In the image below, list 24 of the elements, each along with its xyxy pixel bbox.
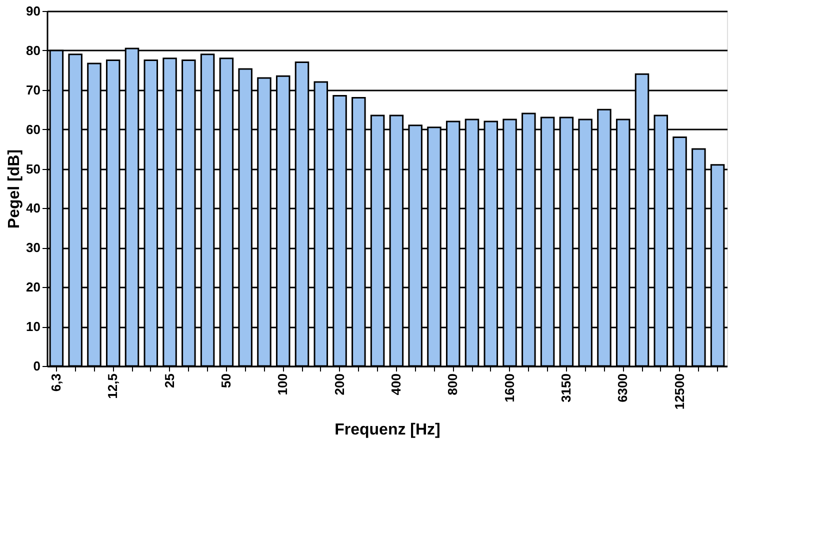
y-axis-title: Pegel [dB] [6, 149, 24, 229]
x-tick-label: 50 [218, 374, 234, 388]
x-tick-label: 1600 [502, 374, 517, 402]
y-tick-label: 20 [26, 280, 40, 295]
x-tick-label: 200 [332, 374, 347, 396]
y-tick-label: 10 [26, 319, 40, 334]
y-tick-label: 80 [26, 42, 40, 58]
x-tick-label: 800 [445, 374, 460, 396]
x-tick-label: 12,5 [105, 374, 120, 399]
x-axis-title: Frequenz [Hz] [334, 422, 440, 439]
y-tick-label: 50 [26, 161, 40, 176]
x-tick-label: 6,3 [48, 374, 64, 392]
x-tick-label: 3150 [558, 374, 574, 402]
x-tick-label: 400 [388, 374, 404, 396]
y-tick-label: 40 [26, 200, 40, 216]
x-tick-label: 25 [162, 374, 177, 388]
y-tick-label: 60 [26, 122, 40, 137]
y-tick-label: 70 [26, 82, 40, 98]
x-tick-label: 100 [275, 374, 290, 396]
y-tick-label: 0 [33, 358, 40, 374]
y-tick-label: 90 [26, 4, 40, 18]
y-tick-label: 30 [26, 240, 40, 256]
x-tick-label: 6300 [615, 374, 630, 402]
x-tick-label: 12500 [672, 374, 687, 410]
